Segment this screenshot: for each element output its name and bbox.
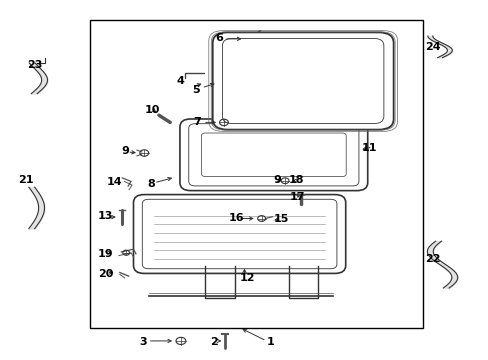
Text: 15: 15 (273, 213, 288, 224)
Text: 10: 10 (144, 105, 159, 115)
Text: 17: 17 (289, 192, 305, 202)
Text: 16: 16 (228, 213, 244, 223)
Text: 24: 24 (425, 42, 440, 52)
Text: 20: 20 (98, 269, 113, 279)
Text: 9: 9 (273, 175, 281, 185)
Text: 22: 22 (425, 254, 440, 264)
Text: 4: 4 (176, 76, 183, 86)
Text: 11: 11 (361, 143, 377, 153)
FancyBboxPatch shape (133, 195, 345, 274)
Text: 8: 8 (147, 179, 155, 189)
Bar (90, 20, 422, 328)
Text: 9: 9 (121, 146, 129, 156)
Text: 18: 18 (288, 175, 304, 185)
Text: 14: 14 (106, 177, 122, 187)
Text: 3: 3 (139, 337, 147, 347)
Text: 23: 23 (27, 60, 42, 70)
Text: 13: 13 (98, 211, 113, 221)
Text: 1: 1 (266, 337, 274, 347)
Text: 5: 5 (192, 85, 200, 95)
Text: 6: 6 (215, 33, 223, 43)
Text: 21: 21 (19, 175, 34, 185)
Text: 2: 2 (210, 337, 218, 347)
FancyBboxPatch shape (180, 119, 367, 191)
Text: 19: 19 (98, 249, 113, 259)
FancyBboxPatch shape (212, 32, 393, 130)
Text: 12: 12 (239, 273, 255, 283)
Text: 7: 7 (193, 117, 201, 127)
